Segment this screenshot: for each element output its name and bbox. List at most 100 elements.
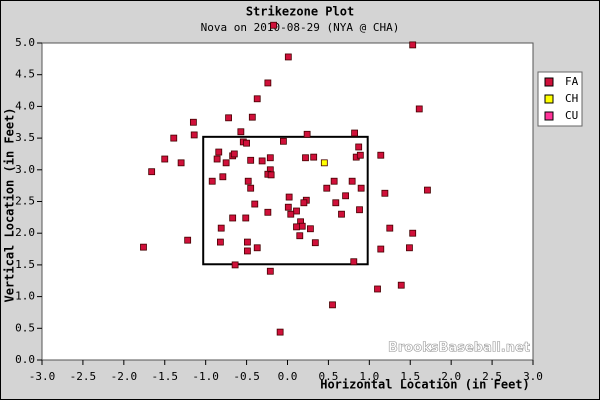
- pitch-point: [190, 131, 198, 139]
- pitch-point: [208, 177, 216, 185]
- pitch-point: [231, 261, 239, 269]
- pitch-point: [356, 151, 364, 159]
- pitch-point: [258, 157, 266, 165]
- chart-title: Strikezone Plot: [246, 5, 354, 19]
- pitch-point: [307, 225, 314, 233]
- pitch-point: [225, 114, 232, 122]
- pitch-point: [350, 258, 358, 266]
- pitch-point: [293, 223, 300, 231]
- y-tick-label: 3.5: [15, 131, 35, 144]
- y-tick-label: 0.5: [15, 321, 35, 334]
- pitch-point: [244, 238, 251, 246]
- pitch-point: [251, 200, 259, 208]
- pitch-point: [356, 206, 363, 214]
- pitch-point: [247, 184, 255, 192]
- pitch-point: [219, 173, 227, 181]
- pitch-point: [386, 224, 394, 232]
- pitch-point: [330, 177, 338, 185]
- x-tick-label: -0.5: [233, 370, 260, 383]
- x-axis-title: Horizontal Location (in Feet): [320, 378, 530, 392]
- pitch-point: [148, 168, 156, 176]
- y-tick-label: 4.0: [15, 99, 35, 112]
- plot-area: [41, 42, 534, 361]
- x-tick-label: 0.5: [318, 370, 338, 383]
- pitch-point: [293, 207, 300, 215]
- pitch-point: [170, 134, 178, 142]
- y-tick-label: 5.0: [15, 36, 35, 49]
- pitch-point: [189, 118, 197, 126]
- pitch-point: [285, 193, 293, 201]
- y-tick-label: 1.0: [15, 290, 35, 303]
- pitch-point: [184, 236, 192, 244]
- pitch-point: [323, 184, 331, 192]
- pitch-point: [351, 129, 359, 137]
- pitch-point: [215, 148, 223, 156]
- pitch-point: [409, 229, 417, 237]
- pitch-point: [270, 21, 277, 29]
- pitch-point: [355, 143, 363, 151]
- pitch-point: [377, 245, 385, 253]
- x-tick-label: -2.5: [70, 370, 97, 383]
- y-tick-label: 3.0: [15, 163, 35, 176]
- legend-label: FA: [565, 75, 579, 88]
- x-tick-label: 0.0: [278, 370, 298, 383]
- pitch-point: [284, 53, 292, 61]
- pitch-point: [276, 328, 284, 336]
- pitch-point: [280, 137, 287, 145]
- pitch-point: [140, 243, 147, 251]
- chart-subtitle: Nova on 2010-08-29 (NYA @ CHA): [201, 21, 400, 34]
- pitch-point: [242, 214, 250, 222]
- pitch-point: [284, 203, 292, 211]
- pitch-point: [332, 199, 340, 207]
- pitch-point: [247, 156, 255, 164]
- pitch-point: [338, 210, 345, 218]
- pitch-point: [287, 210, 295, 218]
- pitch-point: [303, 130, 311, 138]
- pitch-point: [397, 281, 405, 289]
- pitch-point: [229, 214, 237, 222]
- x-tick-label: 1.0: [359, 370, 379, 383]
- pitch-point: [296, 232, 304, 240]
- x-tick-label: -2.0: [111, 370, 138, 383]
- x-tick-label: 2.0: [441, 370, 461, 383]
- pitch-point: [217, 224, 225, 232]
- y-tick-label: 2.0: [15, 226, 35, 239]
- x-tick-label: 1.5: [400, 370, 420, 383]
- pitch-point: [311, 239, 319, 247]
- pitch-point: [320, 159, 328, 167]
- pitch-point: [302, 154, 309, 162]
- pitch-point: [177, 159, 185, 167]
- pitch-point: [409, 41, 417, 49]
- strike-zone: [202, 135, 369, 266]
- watermark: BrooksBaseball.net: [388, 341, 530, 356]
- pitch-point: [381, 189, 389, 197]
- legend-swatch: [544, 77, 554, 87]
- y-tick-label: 1.5: [15, 258, 35, 271]
- pitch-point: [264, 208, 272, 216]
- pitch-point: [310, 153, 318, 161]
- pitch-point: [222, 159, 230, 167]
- x-tick-label: -1.0: [192, 370, 219, 383]
- pitch-point: [266, 267, 274, 275]
- pitch-point: [248, 113, 256, 121]
- pitch-point: [377, 151, 385, 159]
- legend-label: CH: [565, 92, 578, 105]
- y-tick-label: 2.5: [15, 195, 35, 208]
- pitch-point: [216, 238, 224, 246]
- y-tick-label: 4.5: [15, 68, 35, 81]
- pitch-point: [357, 184, 365, 192]
- y-axis-title: Vertical Location (in Feet): [3, 107, 17, 302]
- legend-swatch: [544, 94, 554, 104]
- pitch-point: [298, 222, 306, 230]
- pitch-point: [415, 105, 423, 113]
- pitch-point: [253, 244, 261, 252]
- pitch-point: [300, 199, 308, 207]
- x-tick-label: 2.5: [482, 370, 502, 383]
- pitch-point: [161, 155, 169, 163]
- x-tick-label: -1.5: [152, 370, 179, 383]
- legend-swatch: [544, 111, 554, 121]
- pitch-point: [374, 285, 381, 293]
- pitch-point: [213, 155, 221, 163]
